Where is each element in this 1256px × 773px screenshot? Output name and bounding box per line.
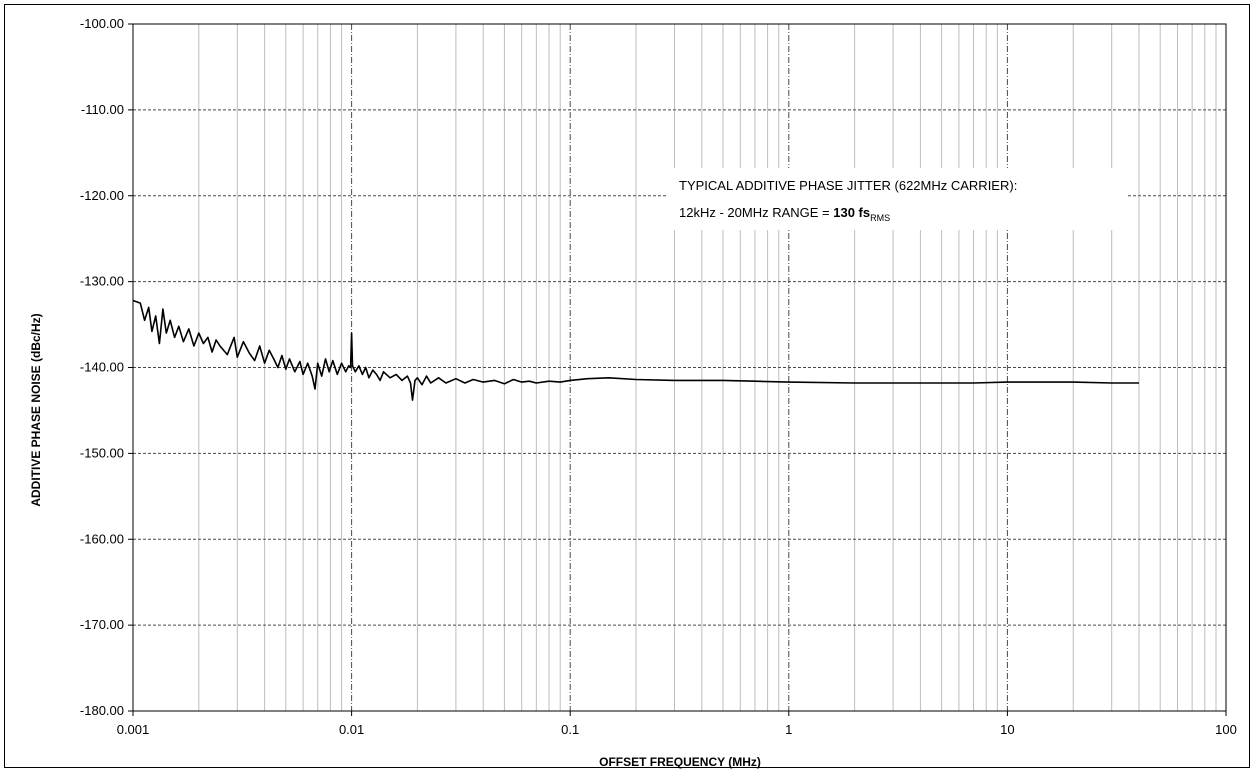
major-gridlines xyxy=(133,24,1226,711)
y-tick-label: -170.00 xyxy=(80,617,124,632)
y-axis-title: ADDITIVE PHASE NOISE (dBc/Hz) xyxy=(29,313,43,506)
annotation-jitter-unit-subscript: RMS xyxy=(870,213,890,223)
y-tick-label: -150.00 xyxy=(80,445,124,460)
annotation-line-2: 12kHz - 20MHz RANGE = 130 fsRMS xyxy=(679,205,890,223)
x-tick-label: 0.01 xyxy=(339,722,364,737)
y-tick-label: -160.00 xyxy=(80,531,124,546)
annotation-jitter-value: 130 fs xyxy=(833,205,870,220)
y-tick-label: -140.00 xyxy=(80,360,124,375)
series-line-phase-noise xyxy=(132,299,1139,401)
x-tick-labels: 0.001 0.01 0.1 1 10 100 xyxy=(117,711,1237,737)
y-tick-label: -180.00 xyxy=(80,703,124,718)
x-tick-label: 10 xyxy=(1000,722,1014,737)
chart-frame xyxy=(4,4,1250,768)
annotation-range-text: 12kHz - 20MHz RANGE = xyxy=(679,205,833,220)
y-tick-label: -130.00 xyxy=(80,274,124,289)
y-tick-label: -120.00 xyxy=(80,188,124,203)
annotation-background xyxy=(668,168,1128,230)
x-tick-label: 100 xyxy=(1215,722,1237,737)
x-axis-title: OFFSET FREQUENCY (MHz) xyxy=(599,755,761,769)
x-tick-label: 0.1 xyxy=(561,722,579,737)
x-tick-label: 1 xyxy=(785,722,792,737)
x-tick-label: 0.001 xyxy=(117,722,150,737)
y-tick-label: -110.00 xyxy=(81,102,124,117)
y-tick-labels: -100.00 -110.00 -120.00 -130.00 -140.00 -150.… xyxy=(80,16,133,718)
y-tick-label: -100.00 xyxy=(80,16,124,31)
annotation-line-1: TYPICAL ADDITIVE PHASE JITTER (622MHz CA… xyxy=(679,178,1017,193)
